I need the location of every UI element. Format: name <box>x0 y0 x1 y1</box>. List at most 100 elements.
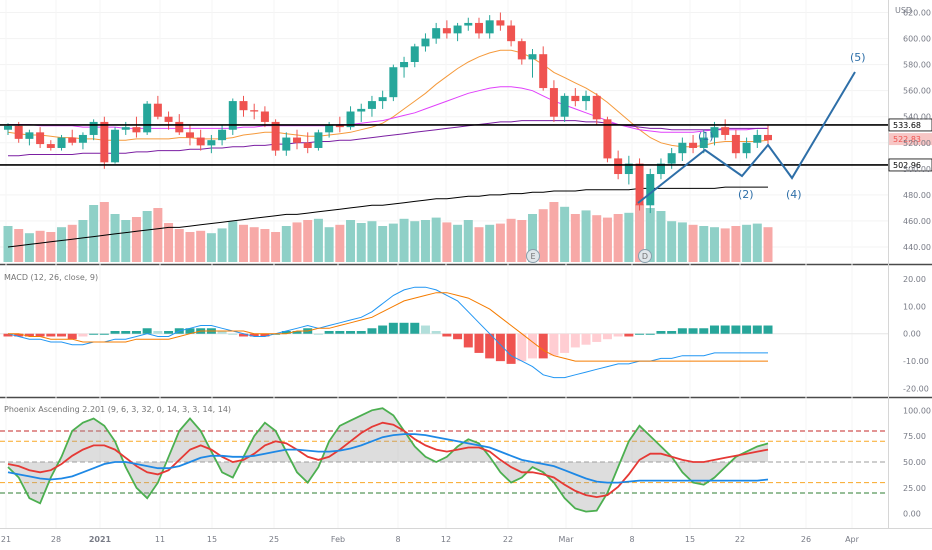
candle-body[interactable] <box>507 25 516 42</box>
candle-body[interactable] <box>293 137 302 143</box>
candle-body[interactable] <box>549 88 558 117</box>
candle-body[interactable] <box>68 137 77 143</box>
candle-body[interactable] <box>432 28 441 39</box>
candle-body[interactable] <box>164 116 173 122</box>
macd-histogram-bar <box>271 333 281 335</box>
candle-body[interactable] <box>464 22 473 26</box>
candle-body[interactable] <box>400 62 409 68</box>
macd-tick-label: 10.00 <box>903 302 926 311</box>
candle-body[interactable] <box>571 95 580 102</box>
candle-body[interactable] <box>753 134 762 143</box>
candle-body[interactable] <box>121 127 130 130</box>
candle-body[interactable] <box>560 95 569 117</box>
candle-body[interactable] <box>175 121 184 133</box>
candle-body[interactable] <box>517 41 526 60</box>
candle-body[interactable] <box>678 142 687 154</box>
candle-body[interactable] <box>100 121 109 163</box>
candle-body[interactable] <box>218 129 227 141</box>
candle-body[interactable] <box>57 137 66 148</box>
candle-body[interactable] <box>78 134 87 143</box>
candle-body[interactable] <box>442 28 451 34</box>
candle-body[interactable] <box>474 22 483 34</box>
macd-histogram-bar <box>217 331 227 334</box>
candle-body[interactable] <box>153 103 162 117</box>
price-level-label: 502.96 <box>893 161 921 170</box>
candle-body[interactable] <box>111 129 120 163</box>
volume-bar <box>324 227 334 262</box>
candle-body[interactable] <box>699 137 708 148</box>
volume-bar <box>581 210 591 262</box>
candle-body[interactable] <box>410 46 419 63</box>
candle-body[interactable] <box>207 140 216 146</box>
volume-bar <box>677 222 687 262</box>
candle-body[interactable] <box>282 137 291 151</box>
candle-body[interactable] <box>228 101 237 130</box>
candle-body[interactable] <box>89 121 98 135</box>
candle-body[interactable] <box>624 163 633 175</box>
volume-bar <box>420 220 430 262</box>
dividend-event-marker[interactable] <box>638 249 652 263</box>
candle-body[interactable] <box>389 67 398 98</box>
elliott-wave-path[interactable] <box>637 71 856 204</box>
volume-bar <box>613 214 623 262</box>
macd-tick-label: 20.00 <box>903 275 926 284</box>
candle-body[interactable] <box>742 142 751 154</box>
candle-body[interactable] <box>582 95 591 102</box>
price-tick-label: 540.00 <box>903 113 931 122</box>
macd-histogram-bar <box>292 331 302 334</box>
volume-bar <box>89 205 99 262</box>
candle-body[interactable] <box>592 95 601 120</box>
candle-body[interactable] <box>635 163 644 206</box>
candle-body[interactable] <box>14 125 23 139</box>
candle-body[interactable] <box>614 158 623 175</box>
earnings-event-marker[interactable] <box>526 249 540 263</box>
volume-bar <box>292 222 302 262</box>
candle-body[interactable] <box>132 127 141 133</box>
phoenix-cloud <box>8 408 768 512</box>
macd-histogram-bar <box>99 333 109 335</box>
candle-body[interactable] <box>4 125 12 130</box>
candle-body[interactable] <box>667 153 676 164</box>
candle-body[interactable] <box>25 132 34 139</box>
candle-body[interactable] <box>710 127 719 138</box>
volume-bar <box>528 214 538 262</box>
candle-body[interactable] <box>271 121 280 151</box>
candle-body[interactable] <box>646 174 655 206</box>
volume-bar <box>699 226 709 262</box>
phoenix-line <box>7 407 769 513</box>
candle-body[interactable] <box>314 132 323 148</box>
candle-body[interactable] <box>367 101 376 109</box>
candle-body[interactable] <box>36 132 45 145</box>
candle-body[interactable] <box>421 38 430 47</box>
candle-body[interactable] <box>335 124 344 128</box>
candle-body[interactable] <box>721 127 730 135</box>
candle-body[interactable] <box>260 111 269 122</box>
candle-body[interactable] <box>496 20 505 26</box>
candle-body[interactable] <box>143 103 152 133</box>
candle-body[interactable] <box>303 142 312 148</box>
candle-body[interactable] <box>239 101 248 111</box>
candle-body[interactable] <box>346 111 355 128</box>
price-tick-label: 600.00 <box>903 35 931 44</box>
macd-histogram-bar <box>720 325 730 334</box>
candle-body[interactable] <box>689 142 698 148</box>
candle-body[interactable] <box>196 137 205 146</box>
last-price-label: 522.83 <box>893 135 921 144</box>
candle-body[interactable] <box>485 20 494 34</box>
candle-body[interactable] <box>46 144 55 148</box>
candle-body[interactable] <box>378 97 387 102</box>
candle-body[interactable] <box>185 132 194 138</box>
candle-body[interactable] <box>764 134 772 141</box>
candle-body[interactable] <box>357 108 366 112</box>
time-tick-label: 26 <box>801 535 811 544</box>
volume-bar <box>367 221 377 262</box>
candle-body[interactable] <box>539 54 548 89</box>
volume-bar <box>592 215 602 262</box>
candle-body[interactable] <box>603 119 612 159</box>
candle-body[interactable] <box>656 163 665 175</box>
candle-body[interactable] <box>453 25 462 34</box>
candle-body[interactable] <box>528 54 537 60</box>
candle-body[interactable] <box>325 124 334 133</box>
candle-body[interactable] <box>250 110 259 112</box>
candle-body[interactable] <box>731 134 740 154</box>
